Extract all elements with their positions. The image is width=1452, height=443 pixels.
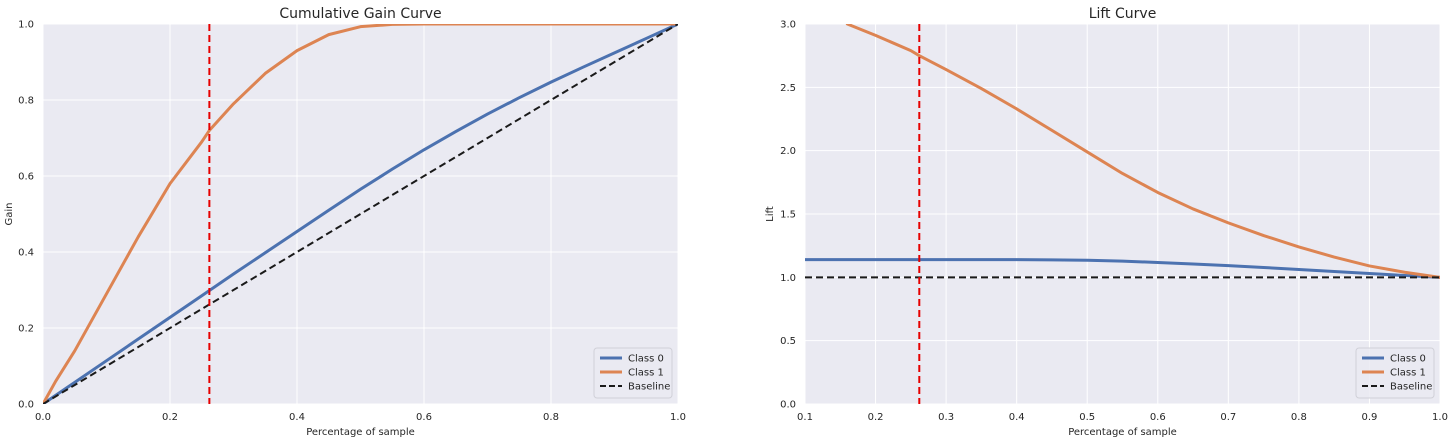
series-group: [805, 24, 1440, 279]
x-tick-label: 0.1: [797, 412, 813, 423]
series-line-class-0: [805, 258, 1440, 279]
x-tick-label: 0.6: [416, 412, 432, 423]
x-tick-label: 1.0: [670, 412, 686, 423]
cumulative-gain-chart: 0.0 0.2 0.4 0.6 0.8 1.0 0.0 0.2 0.4 0.6 0.8 1.0 Cumu…: [4, 6, 686, 438]
legend-label: Class 0: [628, 354, 664, 365]
legend-label: Class 0: [1390, 354, 1426, 365]
y-tick-label: 2.0: [780, 146, 796, 157]
y-tick-label: 0.6: [18, 172, 34, 183]
x-tick-label: 0.6: [1150, 412, 1166, 423]
legend-label: Class 1: [1390, 368, 1426, 379]
x-tick-label: 0.3: [938, 412, 954, 423]
x-axis-label: Percentage of sample: [1068, 427, 1177, 438]
series-group: [43, 24, 678, 404]
series-line-class-0: [43, 24, 678, 404]
legend: Class 0 Class 1 Baseline: [1355, 347, 1435, 399]
y-tick-label: 0.0: [18, 400, 34, 411]
y-tick-label: 0.4: [18, 248, 34, 259]
series-line-class-1: [845, 24, 1440, 279]
y-tick-label: 3.0: [780, 20, 796, 31]
y-tick-label: 1.5: [780, 210, 796, 221]
y-tick-label: 1.0: [780, 273, 796, 284]
lift-chart: 0.1 0.2 0.3 0.4 0.5 0.6 0.7 0.8 0.9 1.0 0.0 0.5 1.0 1…: [765, 6, 1448, 438]
x-axis-label: Percentage of sample: [306, 427, 415, 438]
y-tick-label: 1.0: [18, 20, 34, 31]
y-tick-label: 2.5: [780, 83, 796, 94]
x-tick-label: 0.4: [289, 412, 305, 423]
y-tick-label: 0.0: [780, 400, 796, 411]
series-line-baseline: [43, 24, 678, 404]
x-tick-label: 0.0: [35, 412, 51, 423]
x-tick-label: 0.8: [1291, 412, 1307, 423]
chart-title: Cumulative Gain Curve: [279, 6, 441, 22]
y-tick-label: 0.8: [18, 96, 34, 107]
x-tick-label: 0.7: [1220, 412, 1236, 423]
legend-label: Baseline: [628, 382, 670, 393]
y-tick-label: 0.5: [780, 336, 796, 347]
legend: Class 0 Class 1 Baseline: [593, 347, 673, 399]
y-axis-label: Lift: [765, 206, 776, 222]
x-tick-label: 0.4: [1009, 412, 1025, 423]
legend-label: Baseline: [1390, 382, 1432, 393]
chart-title: Lift Curve: [1089, 6, 1157, 22]
x-tick-label: 0.8: [543, 412, 559, 423]
x-tick-label: 0.5: [1079, 412, 1095, 423]
y-axis-label: Gain: [4, 203, 15, 226]
x-tick-label: 0.2: [868, 412, 884, 423]
x-tick-label: 0.2: [162, 412, 178, 423]
series-line-class-1: [43, 24, 678, 404]
x-tick-label: 0.9: [1361, 412, 1377, 423]
x-tick-label: 1.0: [1432, 412, 1448, 423]
legend-label: Class 1: [628, 368, 664, 379]
y-tick-label: 0.2: [18, 324, 34, 335]
